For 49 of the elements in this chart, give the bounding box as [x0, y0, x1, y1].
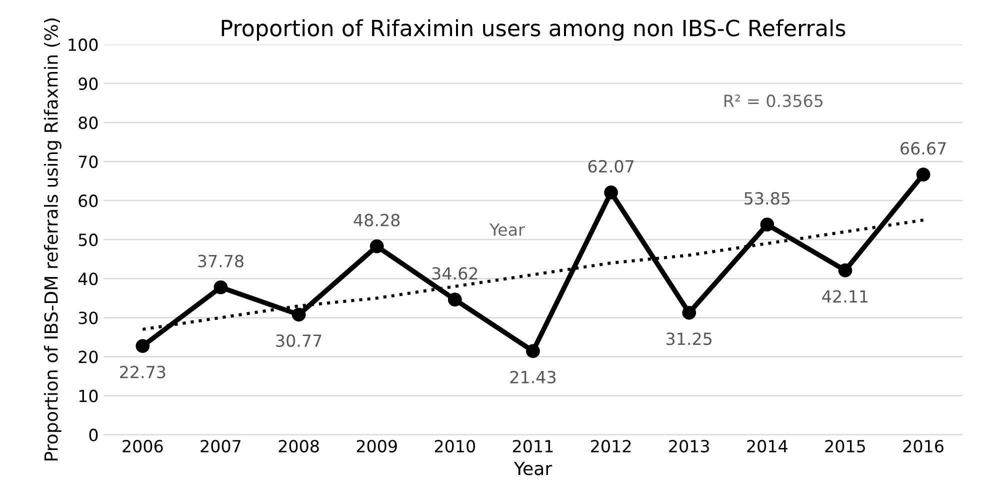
- data-label: 21.43: [510, 370, 556, 384]
- x-tick-label: 2009: [356, 440, 397, 452]
- y-tick-label: 30: [78, 312, 98, 324]
- y-axis-title: Proportion of IBS-DM referrals using Rifaxmin (%): [44, 18, 62, 460]
- data-label: 34.62: [432, 267, 478, 280]
- x-tick-label: 2013: [669, 440, 709, 452]
- y-tick-label: 60: [78, 194, 98, 208]
- data-label: 31.25: [666, 332, 712, 346]
- data-label: 48.28: [354, 214, 400, 226]
- x-tick-label: 2006: [122, 440, 163, 452]
- x-axis-title: Year: [514, 462, 552, 476]
- point: [136, 339, 150, 353]
- y-tick-label: 70: [78, 156, 98, 168]
- data-label: 37.78: [198, 254, 244, 268]
- y-tick-label: 90: [78, 77, 98, 90]
- data-label: 53.85: [744, 192, 790, 205]
- x-tick-label: 2015: [825, 440, 865, 452]
- data-label: 30.77: [276, 334, 322, 347]
- x-tick-label: 2014: [747, 440, 788, 452]
- x-tick-label: 2012: [591, 440, 631, 452]
- point: [838, 263, 852, 278]
- point: [214, 280, 228, 294]
- x-tick-label: 2007: [200, 440, 241, 452]
- x-tick-label: 2016: [903, 440, 944, 452]
- point: [448, 292, 462, 307]
- data-label: 62.07: [588, 160, 634, 173]
- y-tick-label: 100: [68, 38, 98, 52]
- annotation: R² = 0.3565: [724, 94, 823, 108]
- y-tick-label: 0: [89, 428, 98, 442]
- x-tick-label: 2008: [278, 440, 319, 452]
- y-tick-label: 10: [79, 390, 98, 402]
- y-tick-label: 80: [78, 116, 98, 130]
- point: [682, 306, 696, 320]
- point: [370, 239, 384, 254]
- data-label: 42.11: [822, 290, 868, 302]
- y-tick-label: 50: [78, 234, 98, 246]
- point: [292, 308, 306, 322]
- x-tick-label: 2011: [512, 440, 553, 452]
- data-label: 66.67: [900, 142, 946, 155]
- point: [760, 218, 774, 232]
- annotation: Year: [490, 224, 525, 236]
- chart-title: Proportion of Rifaximin users among non IBS-C Referrals: [222, 19, 846, 41]
- x-tick-label: 2010: [434, 440, 476, 452]
- point: [604, 186, 618, 200]
- point: [916, 168, 930, 182]
- y-tick-label: 40: [78, 272, 98, 286]
- data-label: 22.73: [120, 366, 166, 378]
- point: [526, 344, 540, 358]
- y-tick-label: 20: [78, 350, 98, 364]
